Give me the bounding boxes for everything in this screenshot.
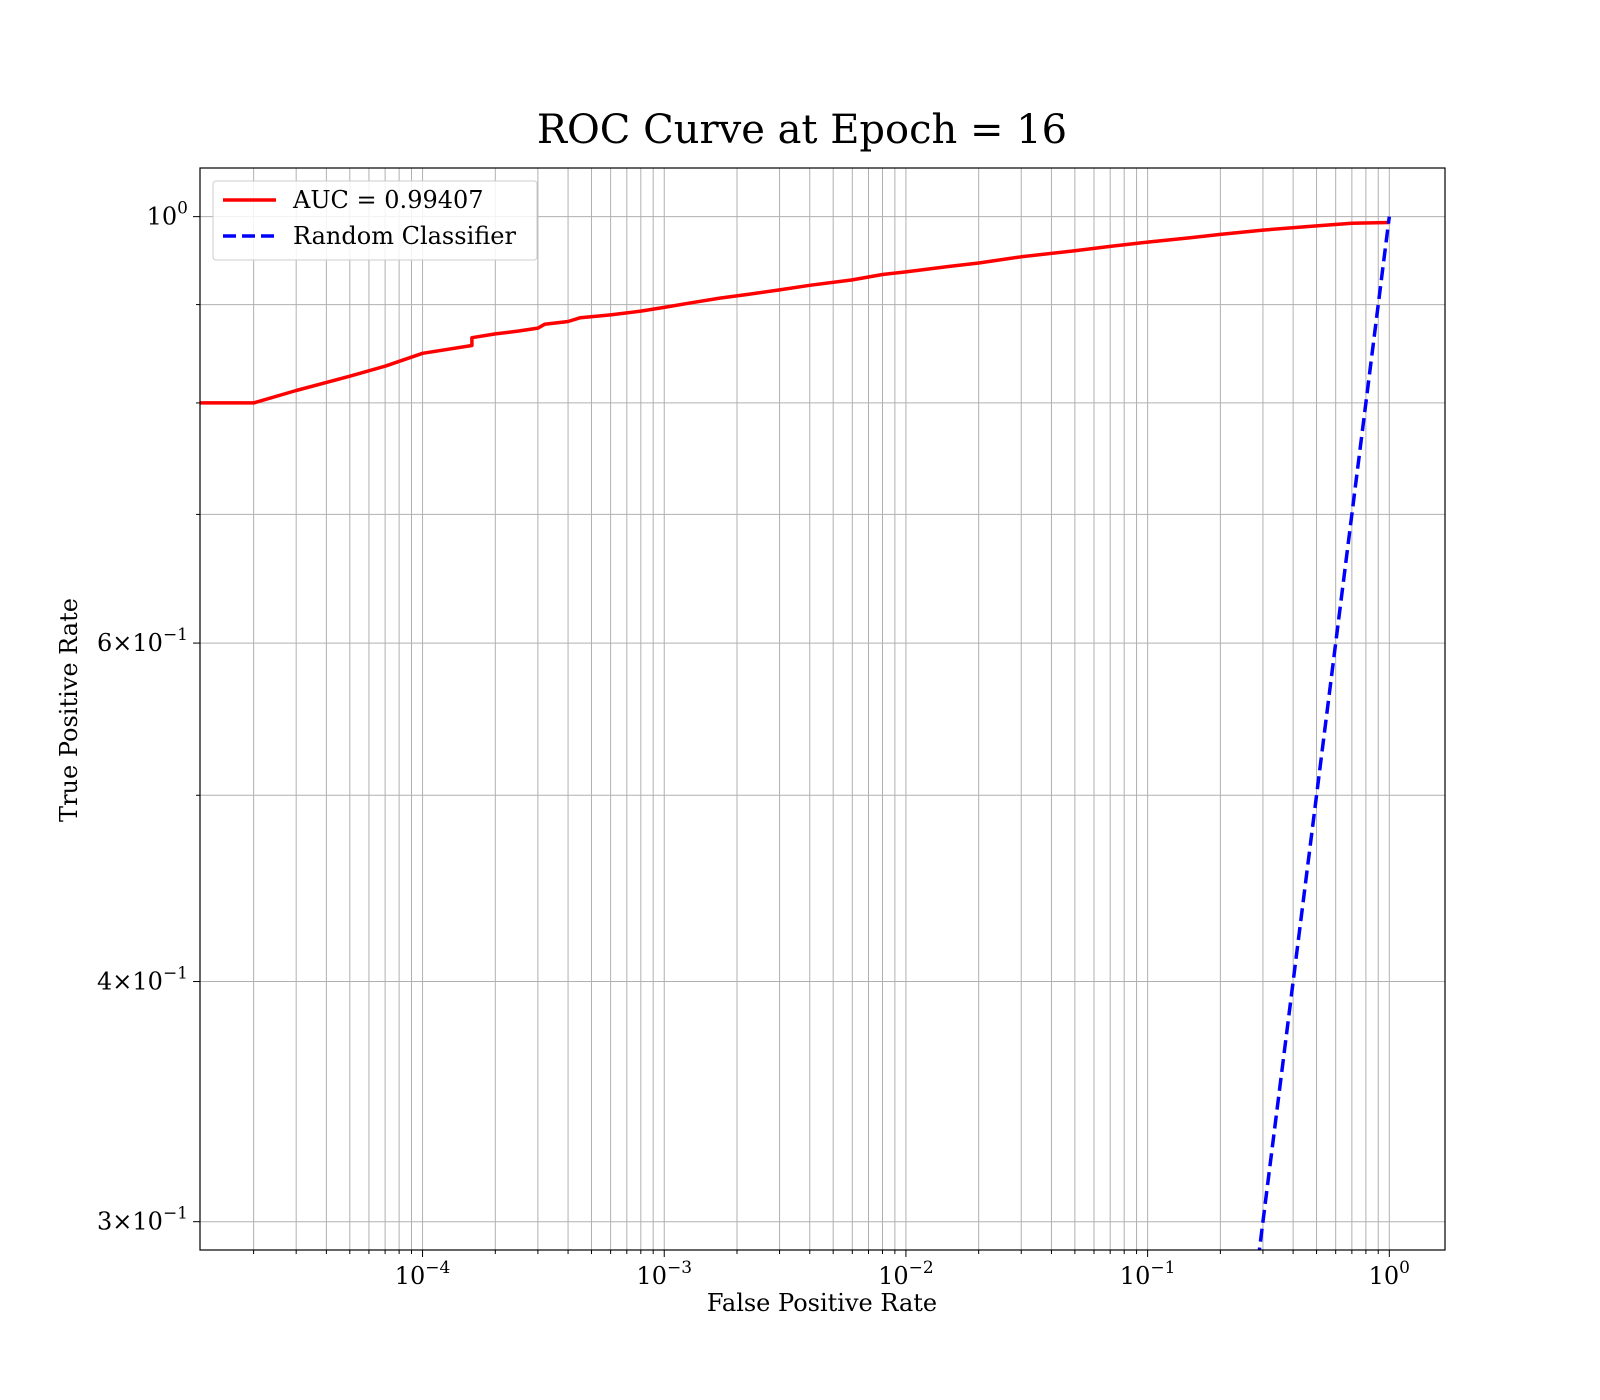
x-tick-label: 10−1 [1120, 1258, 1176, 1290]
x-tick-label: 100 [1369, 1258, 1410, 1290]
y-tick-label: 3×10−1 [97, 1204, 188, 1236]
y-tick-label: 100 [147, 199, 188, 231]
roc-curve-line [200, 220, 1390, 405]
legend-label-random: Random Classifier [293, 222, 516, 250]
x-tick-label: 10−4 [395, 1258, 451, 1290]
legend-label-auc: AUC = 0.99407 [292, 186, 484, 214]
grid [200, 168, 1445, 1250]
chart-title: ROC Curve at Epoch = 16 [537, 107, 1067, 153]
x-axis: 10−4 10−3 10−2 10−1 100 [253, 1250, 1410, 1290]
series-layer [200, 216, 1392, 1250]
y-axis: 100 6×10−1 4×10−1 3×10−1 [97, 199, 200, 1236]
random-classifier-line [1257, 216, 1392, 1250]
legend-box [212, 180, 538, 261]
x-axis-label: False Positive Rate [707, 1289, 937, 1317]
plot-frame [199, 167, 1446, 1251]
legend: AUC = 0.99407 Random Classifier [212, 180, 538, 261]
y-axis-label: True Positive Rate [55, 598, 83, 822]
y-tick-label: 6×10−1 [97, 625, 188, 657]
x-tick-label: 10−3 [636, 1258, 692, 1290]
x-tick-label: 10−2 [878, 1258, 934, 1290]
y-tick-label: 4×10−1 [97, 964, 188, 996]
